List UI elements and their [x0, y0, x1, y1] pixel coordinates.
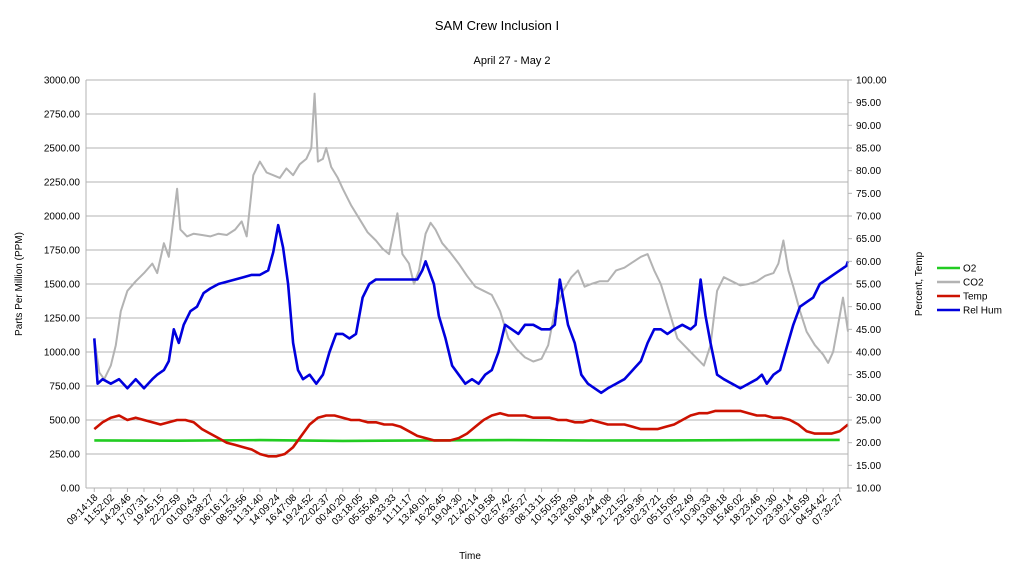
y-axis-left-label: Parts Per Million (PPM)	[14, 232, 25, 336]
x-axis-label: Time	[459, 551, 481, 562]
left-tick-label: 500.00	[49, 416, 80, 427]
grid-lines	[86, 79, 848, 489]
left-tick-label: 1750.00	[44, 246, 81, 257]
left-tick-label: 2500.00	[44, 144, 81, 155]
left-tick-label: 1500.00	[44, 280, 81, 291]
right-tick-label: 75.00	[856, 189, 881, 200]
right-tick-label: 80.00	[856, 166, 881, 177]
right-tick-label: 100.00	[856, 76, 887, 87]
chart-title: SAM Crew Inclusion I	[435, 18, 559, 33]
left-tick-label: 2750.00	[44, 110, 81, 121]
right-tick-label: 40.00	[856, 348, 881, 359]
right-tick-label: 45.00	[856, 325, 881, 336]
series-line-co2	[93, 92, 849, 381]
left-tick-label: 750.00	[49, 382, 80, 393]
left-tick-label: 2000.00	[44, 212, 81, 223]
right-tick-label: 65.00	[856, 234, 881, 245]
series-line-temp	[93, 409, 849, 458]
right-tick-label: 15.00	[856, 461, 881, 472]
legend-label: O2	[963, 264, 977, 275]
left-axis-ticks: 0.00 250.00 500.00 750.00 1000.00 1250.00 1500…	[44, 76, 81, 495]
chart-subtitle: April 27 - May 2	[473, 55, 550, 67]
x-axis-ticks: 09:14:1811:52:0214:29:4617:07:3119:45:15…	[65, 488, 846, 528]
y-axis-right-label: Percent, Temp	[914, 251, 925, 316]
legend: O2 CO2 Temp Rel Hum	[937, 264, 1002, 317]
right-tick-label: 70.00	[856, 212, 881, 223]
left-tick-label: 0.00	[61, 484, 81, 495]
legend-label: Rel Hum	[963, 306, 1002, 317]
right-tick-label: 60.00	[856, 257, 881, 268]
legend-label: CO2	[963, 278, 984, 289]
right-tick-label: 35.00	[856, 370, 881, 381]
right-axis-ticks: 10.00 15.00 20.00 25.00 30.00 35.00 40.00 45.00…	[848, 76, 887, 495]
left-tick-label: 1250.00	[44, 314, 81, 325]
right-tick-label: 30.00	[856, 393, 881, 404]
right-tick-label: 95.00	[856, 98, 881, 109]
right-tick-label: 55.00	[856, 280, 881, 291]
right-tick-label: 10.00	[856, 484, 881, 495]
left-tick-label: 1000.00	[44, 348, 81, 359]
series-line-rel-hum	[93, 223, 850, 395]
right-tick-label: 20.00	[856, 438, 881, 449]
series-layer	[93, 92, 850, 458]
legend-label: Temp	[963, 292, 988, 303]
left-tick-label: 2250.00	[44, 178, 81, 189]
right-tick-label: 85.00	[856, 144, 881, 155]
right-tick-label: 50.00	[856, 302, 881, 313]
left-tick-label: 3000.00	[44, 76, 81, 87]
right-tick-label: 25.00	[856, 416, 881, 427]
right-tick-label: 90.00	[856, 121, 881, 132]
left-tick-label: 250.00	[49, 450, 80, 461]
series-line-o2	[94, 438, 840, 443]
